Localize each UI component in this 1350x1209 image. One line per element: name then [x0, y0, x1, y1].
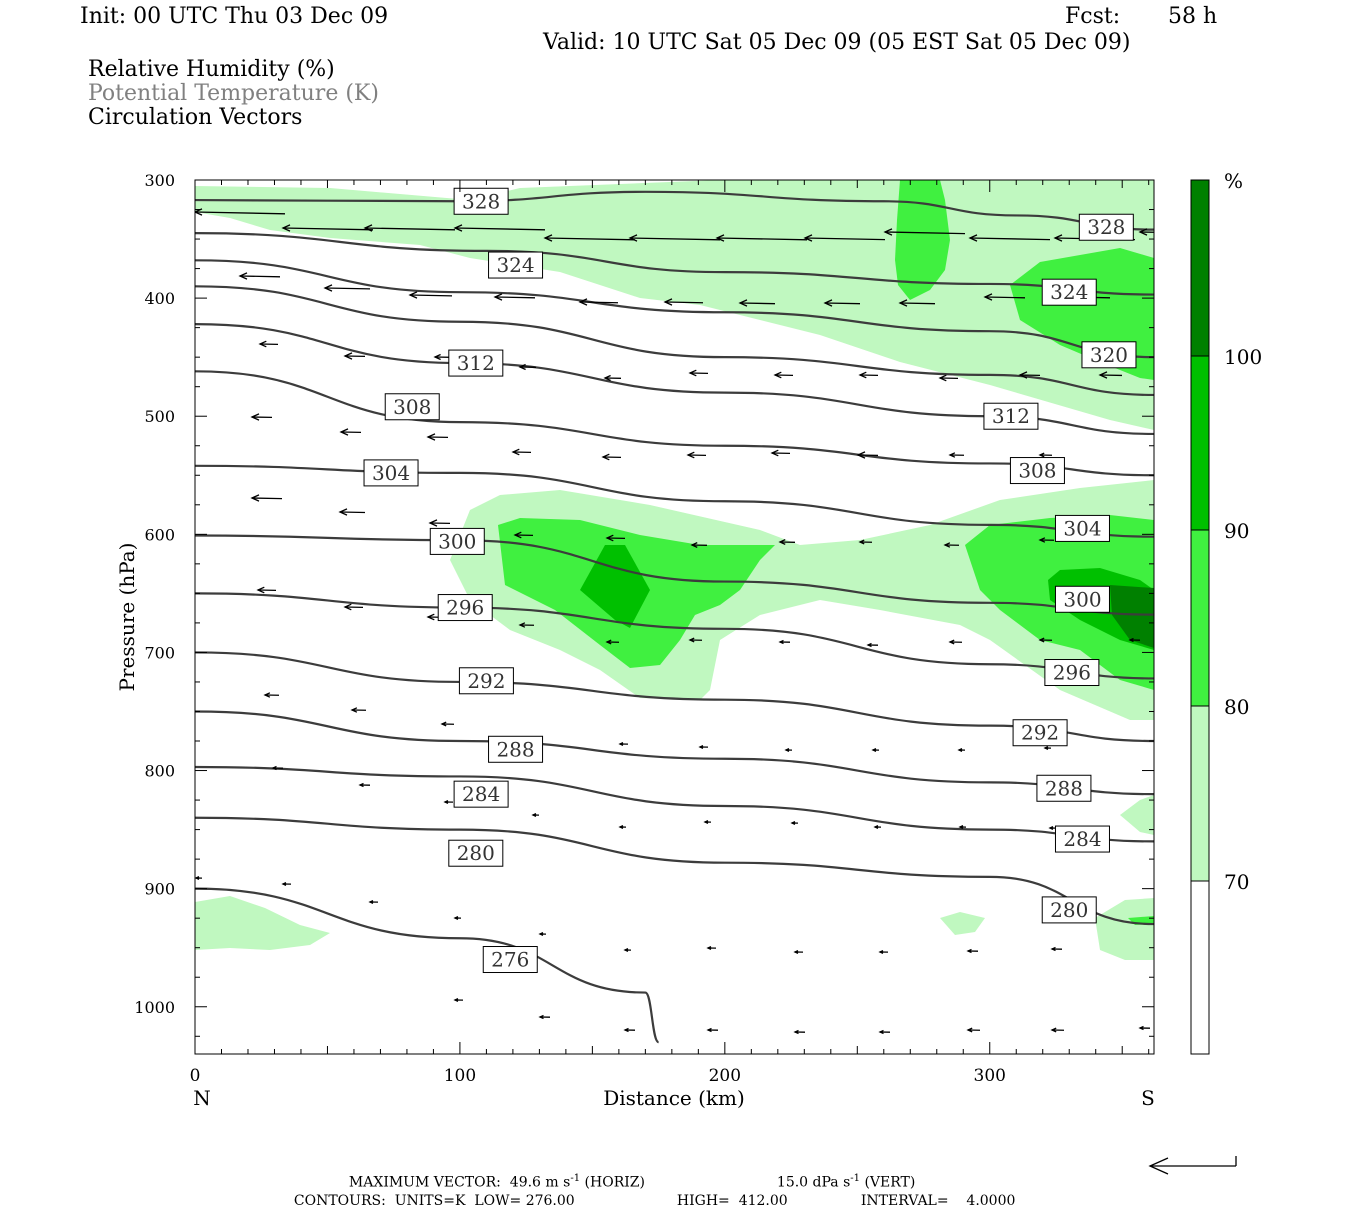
vector-13 [325, 288, 370, 289]
x-tick-label-0: 0 [190, 1066, 201, 1086]
max-vector-vert-unit: dPa s [813, 1175, 851, 1191]
theta-label-288-0: 288 [496, 737, 534, 761]
contours-interval: INTERVAL= 4.0000 [852, 1177, 1015, 1209]
y-tick-label-700: 700 [144, 643, 175, 662]
y-axis-title: Pressure (hPa) [115, 543, 139, 692]
theta-label-276-0: 276 [491, 948, 529, 972]
theta-label-296-1: 296 [1053, 661, 1091, 685]
vector-12 [240, 276, 280, 277]
colorbar-level-90: 90 [1224, 519, 1249, 543]
contours-label: CONTOURS: [294, 1193, 386, 1209]
rh-area-70 [195, 180, 1154, 430]
contours-units: UNITS=K [395, 1193, 466, 1209]
theta-label-292-0: 292 [467, 669, 505, 693]
colorbar: % 100 90 80 70 [1191, 169, 1262, 1054]
colorbar-90 [1191, 356, 1209, 530]
theta-label-280-0: 280 [457, 841, 495, 865]
y-tick-label-500: 500 [144, 407, 175, 426]
vector-45 [340, 512, 365, 513]
theta-label-320-0: 320 [1090, 343, 1128, 367]
theta-label-296-0: 296 [446, 596, 484, 620]
colorbar-70 [1191, 706, 1209, 881]
colorbar-level-100: 100 [1224, 345, 1262, 369]
theta-label-284-0: 284 [462, 782, 500, 806]
colorbar-level-80: 80 [1224, 695, 1249, 719]
rh-area-70-small [940, 912, 985, 935]
theta-contour-284 [195, 767, 1154, 841]
reference-vector-icon [1150, 1156, 1236, 1174]
x-tick-label-200: 200 [709, 1066, 741, 1086]
contours-info-line: CONTOURS: UNITS=K LOW= 276.00 [285, 1177, 575, 1209]
theta-contour-280 [195, 818, 1154, 924]
rh-area-70-right-edge [1120, 795, 1154, 835]
theta-label-324-0: 324 [496, 253, 534, 277]
theta-label-292-1: 292 [1021, 721, 1059, 745]
contours-high: HIGH= 412.00 [668, 1177, 788, 1209]
theta-label-288-1: 288 [1045, 776, 1083, 800]
theta-label-300-1: 300 [1063, 587, 1101, 611]
colorbar-100 [1191, 180, 1209, 356]
x-tick-label-300: 300 [974, 1066, 1006, 1086]
theta-label-304-1: 304 [1063, 516, 1101, 540]
colorbar-80 [1191, 530, 1209, 706]
contours-interval-value: 4.0000 [966, 1193, 1015, 1209]
y-tick-label-600: 600 [144, 525, 175, 544]
theta-label-324-1: 324 [1050, 280, 1088, 304]
theta-label-308-1: 308 [1018, 459, 1056, 483]
theta-label-280-1: 280 [1050, 898, 1088, 922]
max-vector-horiz-suffix: (HORIZ) [585, 1175, 645, 1191]
colorbar-unit: % [1224, 169, 1243, 193]
vector-18 [740, 303, 775, 304]
theta-label-312-1: 312 [992, 404, 1030, 428]
vector-19 [825, 303, 860, 304]
theta-label-284-1: 284 [1063, 827, 1101, 851]
theta-label-300-0: 300 [438, 529, 476, 553]
x-axis-title: Distance (km) [603, 1086, 745, 1110]
y-tick-label-900: 900 [144, 880, 175, 899]
contours-low-value: 276.00 [526, 1193, 575, 1209]
contours-low-label: LOW= [474, 1193, 521, 1209]
theta-label-308-0: 308 [393, 395, 431, 419]
theta-label-328-0: 328 [462, 189, 500, 213]
rh-area-70-lower-right [1095, 898, 1154, 960]
theta-contour-288 [195, 711, 1154, 794]
contours-high-label: HIGH= [677, 1193, 730, 1209]
vector-44 [252, 498, 282, 499]
vector-21 [985, 297, 1025, 298]
rh-area-70-lower-left [195, 896, 330, 950]
x-tick-label-100: 100 [444, 1066, 476, 1086]
vector-16 [580, 302, 618, 303]
vector-15 [495, 297, 535, 298]
colorbar-below [1191, 881, 1209, 1054]
theta-label-312-0: 312 [457, 351, 495, 375]
y-tick-label-300: 300 [144, 171, 175, 190]
contours-interval-label: INTERVAL= [861, 1193, 949, 1209]
vector-14 [410, 295, 452, 296]
vector-17 [665, 302, 703, 303]
contours-high-value: 412.00 [739, 1193, 788, 1209]
theta-label-304-0: 304 [372, 461, 410, 485]
y-tick-label-400: 400 [144, 289, 175, 308]
vector-20 [900, 303, 935, 304]
y-tick-label-1000: 1000 [134, 998, 175, 1017]
y-tick-label-800: 800 [144, 762, 175, 781]
colorbar-level-70: 70 [1224, 870, 1249, 894]
x-axis-right-label: S [1141, 1086, 1155, 1110]
x-axis-left-label: N [193, 1086, 211, 1110]
theta-label-328-1: 328 [1087, 215, 1125, 239]
